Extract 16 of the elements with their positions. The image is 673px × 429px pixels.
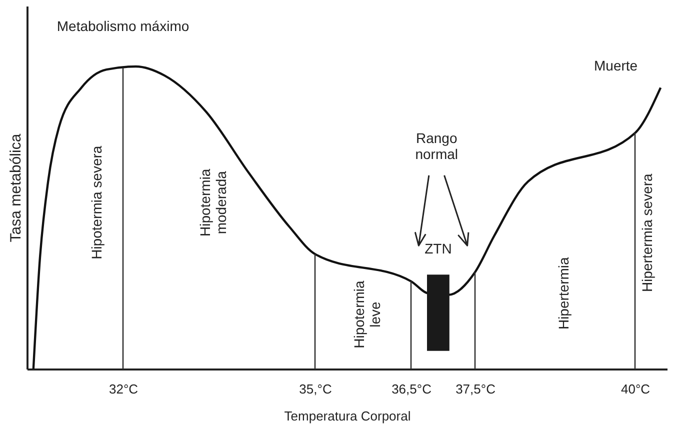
band-label: ZTN [424,240,452,256]
x-axis-title: Temperatura Corporal [284,408,411,424]
y-axis-title: Tasa metabólica [8,133,24,242]
annotation: Hipotermia moderada [197,168,230,236]
annotation: Hipertermia severa [638,174,655,292]
x-tick-label: 35,°C [299,382,332,396]
annotation: Hipotermia leve [350,280,383,348]
x-tick-label: 36,5°C [392,382,432,396]
annotation: Hipotermia severa [88,146,104,260]
annotation: Hipertermia [556,256,572,330]
annotation: Rango normal [415,130,458,162]
annotation: Muerte [594,58,638,74]
x-tick-label: 37,5°C [456,382,496,396]
text: Metabolismo máximo [56,18,190,34]
x-tick-label: 32°C [108,382,138,396]
x-tick-label: 40°C [620,382,650,396]
